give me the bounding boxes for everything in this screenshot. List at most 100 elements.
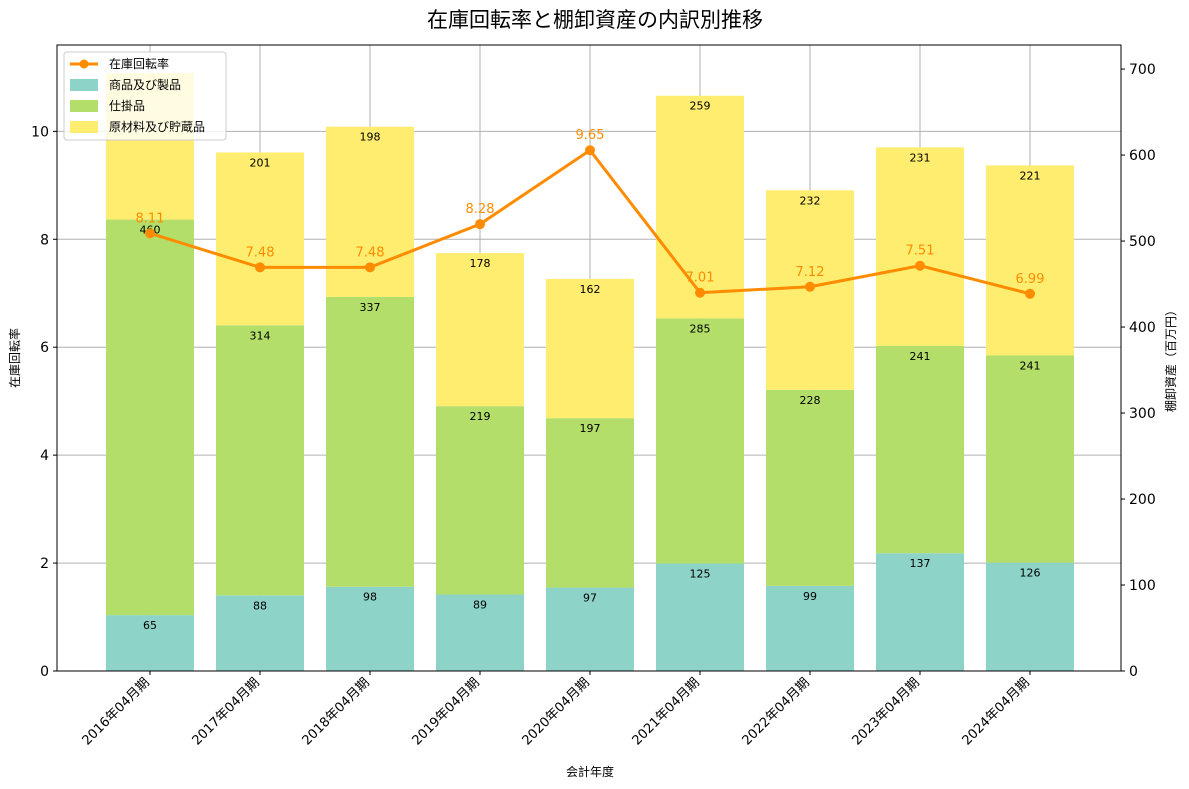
turnover-value-label: 7.01 bbox=[686, 271, 715, 286]
y-left-tick-label: 0 bbox=[40, 664, 49, 680]
bar-value-label: 65 bbox=[143, 619, 157, 632]
bar-value-label: 178 bbox=[470, 257, 491, 270]
bar-segment bbox=[766, 389, 854, 586]
turnover-value-label: 9.65 bbox=[576, 128, 605, 143]
legend-label: 仕掛品 bbox=[109, 98, 145, 113]
legend-swatch bbox=[70, 79, 98, 91]
turnover-point bbox=[255, 262, 265, 273]
plot-frame bbox=[56, 44, 1122, 672]
bar-segment bbox=[436, 253, 524, 407]
bar-segment bbox=[546, 278, 634, 419]
bar-value-label: 126 bbox=[1020, 567, 1041, 580]
y-right-tick-label: 500 bbox=[1129, 234, 1156, 250]
turnover-value-label: 8.28 bbox=[466, 202, 495, 217]
bar-segment bbox=[436, 406, 524, 595]
bar-value-label: 162 bbox=[580, 283, 601, 296]
bar-value-label: 285 bbox=[690, 322, 711, 335]
bar-segment bbox=[876, 147, 964, 346]
bar-value-label: 97 bbox=[583, 592, 597, 605]
bar-labels: 6546088314201983371988921917897197162125… bbox=[140, 100, 1041, 632]
chart-title: 在庫回転率と棚卸資産の内訳別推移 bbox=[427, 8, 763, 32]
turnover-point bbox=[145, 228, 155, 239]
bar-value-label: 259 bbox=[690, 100, 711, 113]
bar-value-label: 99 bbox=[803, 590, 817, 603]
turnover-value-label: 7.48 bbox=[356, 245, 385, 260]
y-left-tick-label: 8 bbox=[40, 232, 49, 248]
y-right-tick-label: 0 bbox=[1129, 664, 1138, 680]
bar-value-label: 241 bbox=[910, 350, 931, 363]
turnover-value-label: 8.11 bbox=[136, 211, 165, 226]
turnover-line: 8.11 7.48 7.48 8.28 9.65 7.01 7.12 7.51 6.99 bbox=[136, 128, 1045, 299]
y-axis-right-label: 棚卸資産（百万円） bbox=[1163, 304, 1178, 412]
bar-value-label: 232 bbox=[800, 194, 821, 207]
turnover-point bbox=[475, 219, 485, 230]
bar-value-label: 125 bbox=[690, 568, 711, 581]
turnover-point bbox=[805, 281, 815, 292]
bar-segment bbox=[656, 563, 744, 671]
bar-segment bbox=[546, 587, 634, 671]
turnover-point bbox=[585, 145, 595, 156]
legend-label: 商品及び製品 bbox=[109, 77, 181, 92]
bar-segment bbox=[436, 594, 524, 671]
legend-label: 在庫回転率 bbox=[109, 56, 169, 71]
turnover-value-label: 7.48 bbox=[246, 245, 275, 260]
turnover-value-label: 7.12 bbox=[796, 265, 825, 280]
bar-value-label: 241 bbox=[1020, 359, 1041, 372]
bar-segment bbox=[216, 595, 304, 671]
x-axis-label: 会計年度 bbox=[566, 764, 614, 779]
y-right-tick-label: 400 bbox=[1129, 320, 1156, 336]
y-right-tick-label: 600 bbox=[1129, 148, 1156, 164]
bar-value-label: 221 bbox=[1020, 169, 1041, 182]
y-right-tick-label: 100 bbox=[1129, 578, 1156, 594]
bar-value-label: 198 bbox=[360, 131, 381, 144]
bar-segment bbox=[106, 219, 194, 616]
bar-segment bbox=[986, 562, 1074, 671]
bar-value-label: 219 bbox=[470, 410, 491, 423]
bar-segment bbox=[326, 586, 414, 671]
bar-segment bbox=[656, 95, 744, 319]
bar-value-label: 98 bbox=[363, 591, 377, 604]
y-axis-left-label: 在庫回転率 bbox=[7, 328, 22, 388]
bar-segment bbox=[876, 345, 964, 554]
y-right-tick-label: 300 bbox=[1129, 406, 1156, 422]
bar-segment bbox=[326, 296, 414, 587]
bar-value-label: 88 bbox=[253, 599, 267, 612]
bar-segment bbox=[656, 318, 744, 564]
legend-label: 原材料及び貯蔵品 bbox=[109, 120, 205, 134]
bar-segment bbox=[766, 585, 854, 671]
bar-value-label: 89 bbox=[473, 598, 487, 611]
turnover-value-label: 7.51 bbox=[906, 244, 935, 259]
bar-value-label: 137 bbox=[910, 557, 931, 570]
legend-marker bbox=[79, 59, 89, 69]
bar-value-label: 228 bbox=[800, 394, 821, 407]
y-left-tick-label: 6 bbox=[40, 340, 49, 356]
bar-value-label: 197 bbox=[580, 422, 601, 435]
bar-segment bbox=[986, 355, 1074, 563]
y-right-tick-label: 700 bbox=[1129, 62, 1156, 78]
y-left-tick-label: 4 bbox=[40, 448, 49, 464]
turnover-point bbox=[1025, 288, 1035, 299]
bar-segment bbox=[216, 325, 304, 596]
stacked-bars bbox=[106, 73, 1074, 671]
bar-value-label: 231 bbox=[910, 151, 931, 164]
turnover-point bbox=[365, 262, 375, 273]
y-left-tick-label: 2 bbox=[40, 556, 49, 572]
bar-segment bbox=[546, 418, 634, 588]
legend-swatch bbox=[70, 121, 98, 133]
bar-value-label: 201 bbox=[250, 156, 271, 169]
bar-value-label: 337 bbox=[360, 301, 381, 314]
bar-segment bbox=[106, 615, 194, 671]
bar-segment bbox=[876, 553, 964, 671]
turnover-value-label: 6.99 bbox=[1016, 272, 1045, 287]
legend-box bbox=[63, 51, 227, 141]
y-right-tick-label: 200 bbox=[1129, 492, 1156, 508]
bar-segment bbox=[986, 165, 1074, 356]
y-left-tick-label: 10 bbox=[31, 124, 49, 140]
bar-segment bbox=[216, 152, 304, 326]
turnover-point bbox=[915, 260, 925, 271]
legend-swatch bbox=[70, 100, 98, 112]
turnover-point bbox=[695, 287, 705, 298]
bar-value-label: 314 bbox=[250, 329, 271, 342]
